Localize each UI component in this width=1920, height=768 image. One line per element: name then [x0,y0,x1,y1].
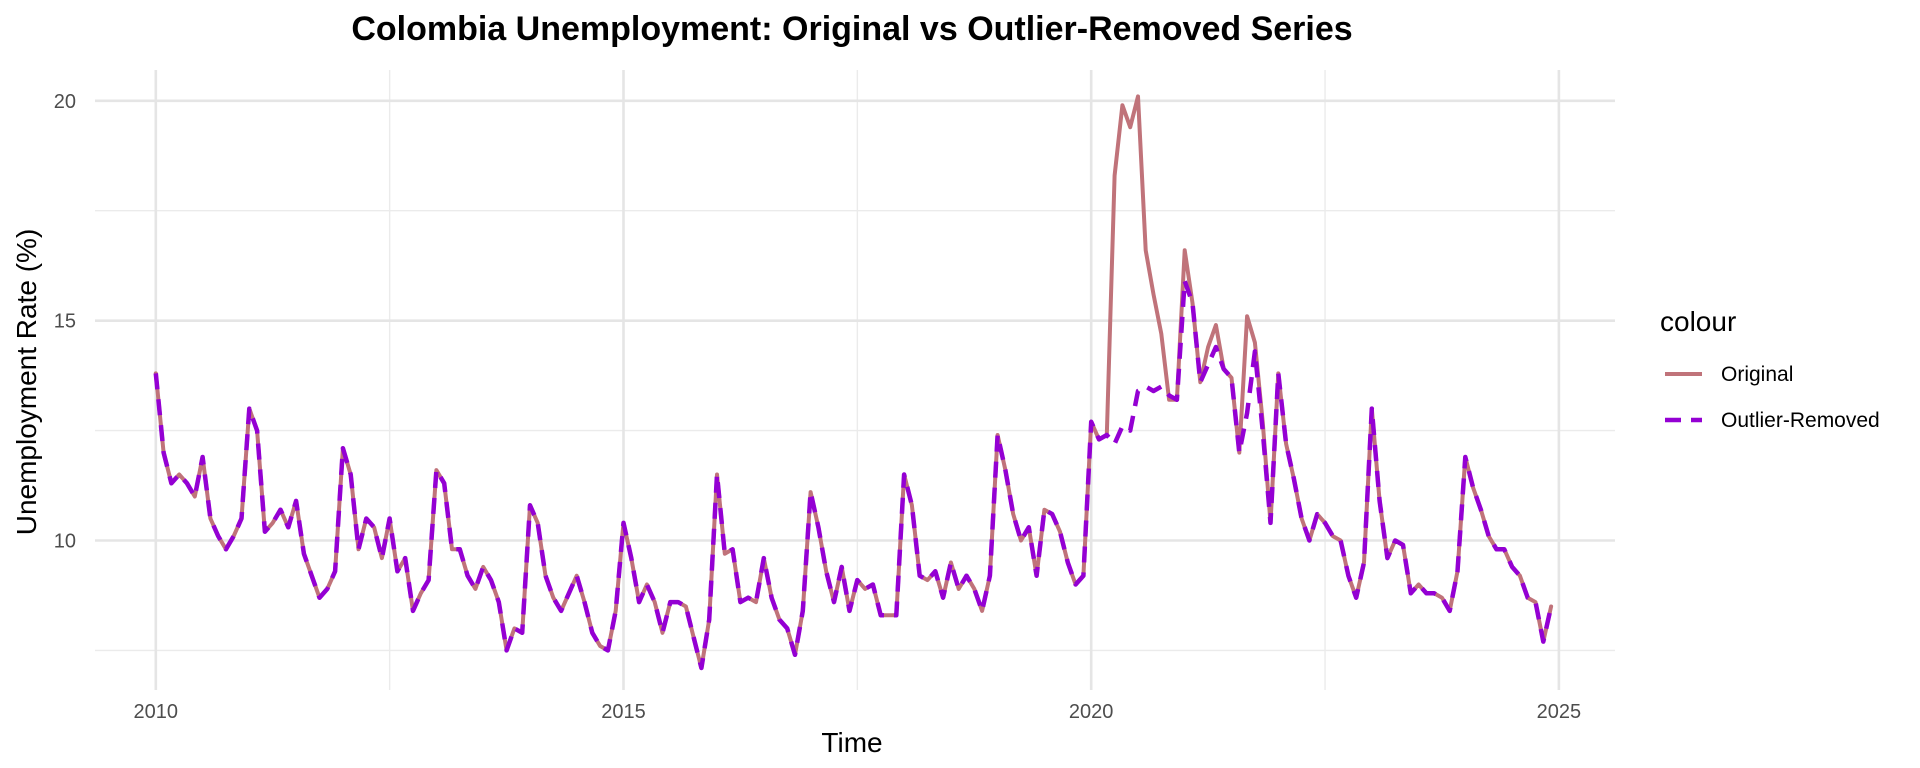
legend-title: colour [1660,306,1736,337]
gridlines [95,70,1615,690]
y-axis-title: Unemployment Rate (%) [11,229,42,536]
x-tick-label: 2025 [1537,701,1582,723]
legend: colour Original Outlier-Removed [1660,306,1880,432]
y-tick-label: 20 [54,91,76,113]
chart-title: Colombia Unemployment: Original vs Outli… [351,10,1352,48]
legend-label-original: Original [1721,363,1793,386]
y-tick-label: 15 [54,311,76,333]
x-axis-title: Time [821,727,882,758]
y-axis-tick-labels: 10 15 20 [54,91,76,553]
series-lines [153,94,1554,671]
x-tick-label: 2015 [601,701,646,723]
y-tick-label: 10 [54,530,76,552]
x-tick-label: 2020 [1069,701,1114,723]
series-line-outlier-removed [153,278,1554,671]
legend-label-outlier-removed: Outlier-Removed [1721,409,1880,432]
x-axis-tick-labels: 2010 2015 2020 2025 [134,701,1582,723]
x-tick-label: 2010 [134,701,179,723]
